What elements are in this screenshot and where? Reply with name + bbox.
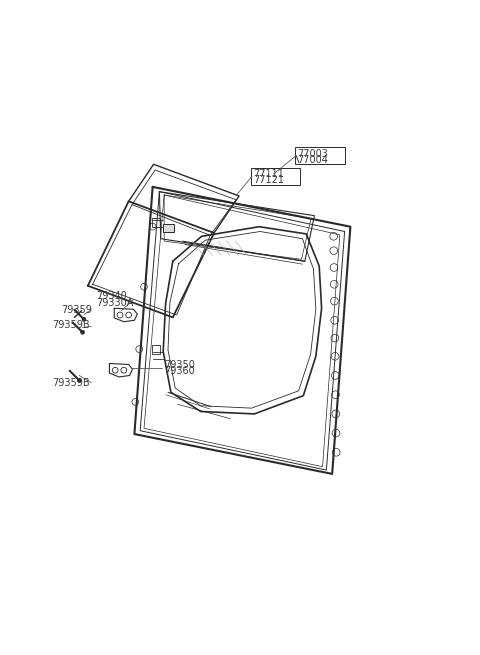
Circle shape: [77, 379, 81, 383]
Text: 79359B: 79359B: [52, 320, 89, 330]
Text: 79350: 79350: [164, 360, 195, 370]
Text: 79360: 79360: [164, 366, 195, 376]
Text: 79340: 79340: [96, 291, 127, 301]
Circle shape: [82, 318, 86, 321]
FancyBboxPatch shape: [163, 224, 174, 233]
Text: 77003: 77003: [298, 149, 328, 159]
Text: 79359B: 79359B: [52, 378, 89, 388]
Text: 77121: 77121: [253, 175, 285, 185]
Text: 79330A: 79330A: [96, 297, 133, 308]
Text: 77111: 77111: [253, 169, 284, 179]
Text: 77004: 77004: [298, 155, 328, 165]
Circle shape: [81, 330, 84, 334]
Text: 79359: 79359: [61, 305, 92, 315]
